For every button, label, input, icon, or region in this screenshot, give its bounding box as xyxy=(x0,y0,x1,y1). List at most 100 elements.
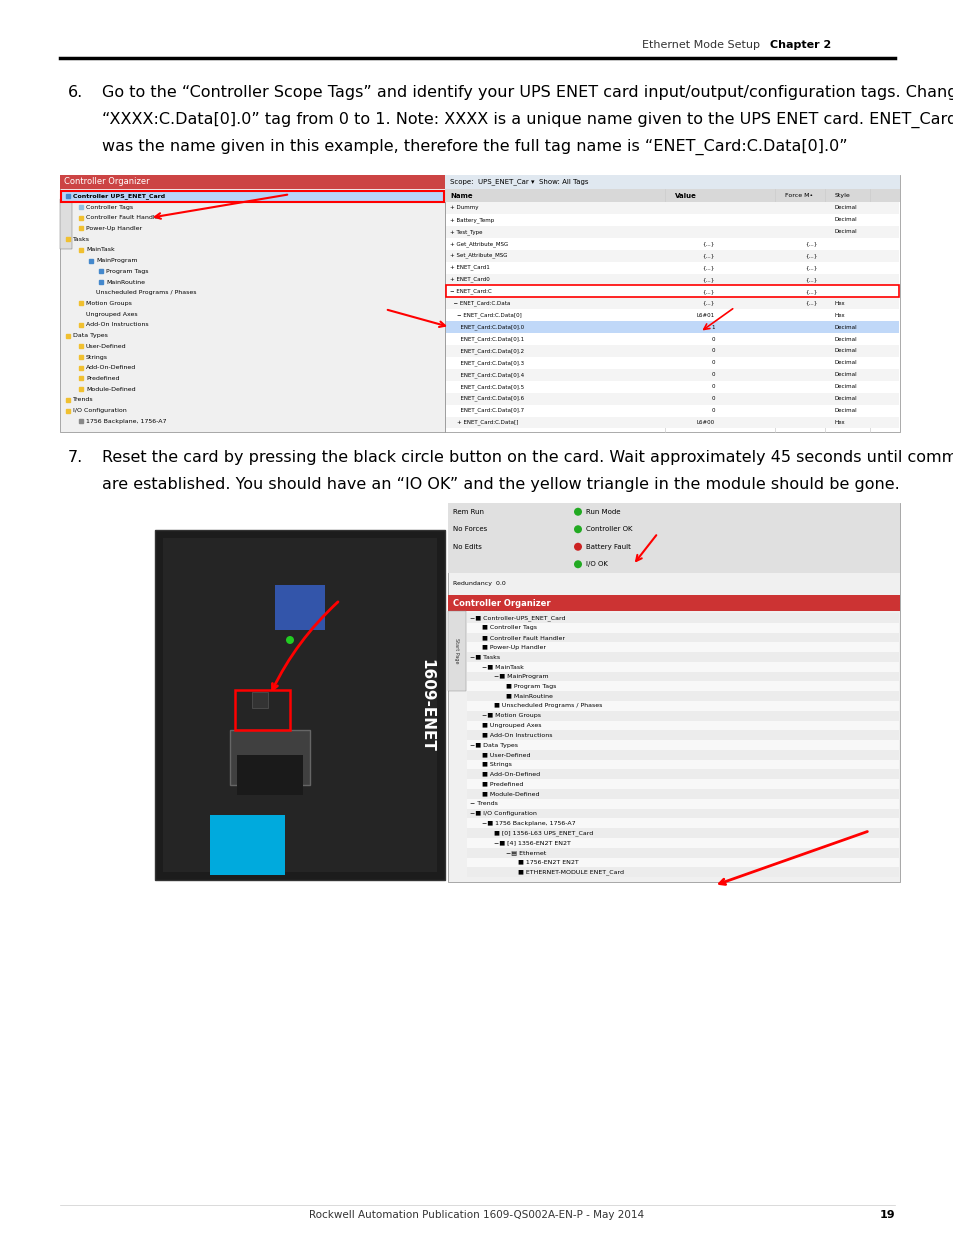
Bar xyxy=(467,711,898,720)
Text: Controller OK: Controller OK xyxy=(585,526,632,532)
Bar xyxy=(467,682,898,692)
Text: Value: Value xyxy=(675,193,696,199)
Text: ■ Controller Fault Handler: ■ Controller Fault Handler xyxy=(481,635,564,640)
Bar xyxy=(446,405,898,416)
Text: {...}: {...} xyxy=(702,241,714,246)
Bar xyxy=(467,867,898,877)
Text: Power-Up Handler: Power-Up Handler xyxy=(86,226,142,231)
Text: −■ MainProgram: −■ MainProgram xyxy=(494,674,548,679)
Text: MainProgram: MainProgram xyxy=(96,258,137,263)
Text: Go to the “Controller Scope Tags” and identify your UPS ENET card input/output/c: Go to the “Controller Scope Tags” and id… xyxy=(102,85,953,100)
Bar xyxy=(446,238,898,249)
Text: Decimal: Decimal xyxy=(834,230,857,235)
Bar xyxy=(60,199,71,249)
Text: Scope:  UPS_ENET_Car ▾  Show: All Tags: Scope: UPS_ENET_Car ▾ Show: All Tags xyxy=(450,179,588,185)
Text: {...}: {...} xyxy=(702,289,714,294)
Bar xyxy=(61,191,443,201)
Text: Ethernet Mode Setup: Ethernet Mode Setup xyxy=(641,40,760,49)
Text: Motion Groups: Motion Groups xyxy=(86,301,132,306)
Bar xyxy=(444,175,899,432)
Text: − ENET_Card:C.Data[0]: − ENET_Card:C.Data[0] xyxy=(450,312,521,319)
Text: {...}: {...} xyxy=(804,301,817,306)
Text: + ENET_Card0: + ENET_Card0 xyxy=(450,277,489,283)
Bar xyxy=(467,730,898,740)
Bar xyxy=(446,357,898,369)
Bar xyxy=(446,203,898,214)
Text: I/O Configuration: I/O Configuration xyxy=(73,408,127,412)
Bar xyxy=(467,857,898,867)
Text: ENET_Card:C.Data[0].7: ENET_Card:C.Data[0].7 xyxy=(450,408,523,414)
Text: Decimal: Decimal xyxy=(834,384,857,389)
Text: + Test_Type: + Test_Type xyxy=(450,228,482,235)
Text: Ungrouped Axes: Ungrouped Axes xyxy=(86,311,137,316)
Text: ■ Power-Up Handler: ■ Power-Up Handler xyxy=(481,645,545,650)
Text: ■ Ungrouped Axes: ■ Ungrouped Axes xyxy=(481,722,541,727)
Text: Style: Style xyxy=(834,193,850,198)
Bar xyxy=(61,191,443,201)
Bar xyxy=(163,538,436,872)
Text: ■ 1756-EN2T EN2T: ■ 1756-EN2T EN2T xyxy=(517,860,578,864)
Bar xyxy=(467,750,898,760)
Text: 0: 0 xyxy=(711,396,714,401)
Text: ■ Add-On-Defined: ■ Add-On-Defined xyxy=(481,772,539,777)
Text: Decimal: Decimal xyxy=(834,361,857,366)
Text: {...}: {...} xyxy=(804,266,817,270)
Text: Add-On Instructions: Add-On Instructions xyxy=(86,322,149,327)
Bar xyxy=(467,692,898,701)
Bar xyxy=(467,779,898,789)
Text: ENET_Card:C.Data[0].5: ENET_Card:C.Data[0].5 xyxy=(450,384,523,389)
Bar xyxy=(448,503,899,882)
Text: are established. You should have an “IO OK” and the yellow triangle in the modul: are established. You should have an “IO … xyxy=(102,477,899,492)
Text: Start Page: Start Page xyxy=(454,638,459,663)
Text: Tasks: Tasks xyxy=(73,237,90,242)
Bar xyxy=(467,701,898,711)
Text: {...}: {...} xyxy=(702,253,714,258)
Text: + Battery_Temp: + Battery_Temp xyxy=(450,217,494,222)
Bar xyxy=(60,175,444,432)
Bar xyxy=(210,815,285,876)
Text: Controller Fault Handler: Controller Fault Handler xyxy=(86,215,161,220)
Text: 1609-ENET: 1609-ENET xyxy=(419,658,434,751)
Bar xyxy=(60,175,444,189)
Bar xyxy=(448,611,465,692)
Text: ENET_Card:C.Data[0].0: ENET_Card:C.Data[0].0 xyxy=(450,325,523,330)
Text: I/O OK: I/O OK xyxy=(585,561,607,567)
Text: ■ Module-Defined: ■ Module-Defined xyxy=(481,792,539,797)
Text: ■ Controller Tags: ■ Controller Tags xyxy=(481,625,537,630)
Text: L6#01: L6#01 xyxy=(696,312,714,317)
Text: Hex: Hex xyxy=(834,301,844,306)
Bar xyxy=(446,309,898,321)
Bar xyxy=(446,393,898,405)
Bar xyxy=(236,755,303,795)
Text: Run Mode: Run Mode xyxy=(585,509,619,515)
Bar xyxy=(446,273,898,285)
Text: ■ MainRoutine: ■ MainRoutine xyxy=(505,694,553,699)
Text: User-Defined: User-Defined xyxy=(86,343,127,348)
Text: 19: 19 xyxy=(879,1210,894,1220)
Bar xyxy=(252,692,268,708)
Bar xyxy=(448,595,899,611)
Text: was the name given in this example, therefore the full tag name is “ENET_Card:C.: was the name given in this example, ther… xyxy=(102,140,846,156)
Text: Controller UPS_ENET_Card: Controller UPS_ENET_Card xyxy=(73,194,165,199)
Text: + Get_Attribute_MSG: + Get_Attribute_MSG xyxy=(450,241,508,247)
Circle shape xyxy=(286,636,294,643)
Text: No Forces: No Forces xyxy=(453,526,487,532)
Text: Chapter 2: Chapter 2 xyxy=(769,40,830,49)
Text: ENET_Card:C.Data[0].1: ENET_Card:C.Data[0].1 xyxy=(450,336,523,342)
Text: + Dummy: + Dummy xyxy=(450,205,478,210)
Bar xyxy=(230,730,310,785)
Text: Strings: Strings xyxy=(86,354,108,359)
Text: {...}: {...} xyxy=(804,241,817,246)
Bar xyxy=(448,503,899,573)
Bar xyxy=(467,622,898,632)
Text: ■ User-Defined: ■ User-Defined xyxy=(481,752,530,757)
Text: Decimal: Decimal xyxy=(834,396,857,401)
Text: {...}: {...} xyxy=(702,301,714,306)
Text: ENET_Card:C.Data[0].3: ENET_Card:C.Data[0].3 xyxy=(450,361,523,366)
Bar xyxy=(467,632,898,642)
Text: 6.: 6. xyxy=(68,85,83,100)
Text: − ENET_Card:C: − ENET_Card:C xyxy=(450,289,491,294)
Text: − Trends: − Trends xyxy=(470,802,497,806)
Text: Hex: Hex xyxy=(834,312,844,317)
Text: Data Types: Data Types xyxy=(73,333,108,338)
